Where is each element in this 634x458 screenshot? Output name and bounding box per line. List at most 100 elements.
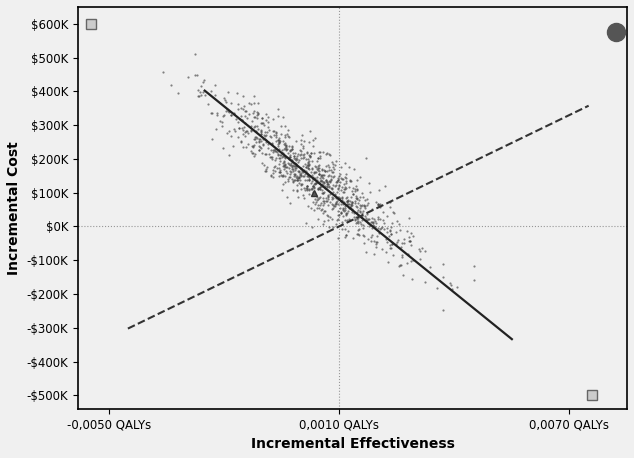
Point: [352, 203, 362, 210]
Point: [380, 235, 391, 243]
Point: [307, 158, 317, 165]
Point: [343, 228, 353, 235]
Point: [368, 218, 378, 225]
Point: [328, 182, 338, 189]
Point: [315, 154, 325, 162]
Point: [243, 129, 253, 136]
Point: [274, 161, 284, 168]
Point: [302, 184, 312, 191]
Point: [224, 108, 234, 115]
Point: [365, 189, 375, 196]
Point: [287, 163, 297, 170]
Point: [295, 147, 306, 155]
Point: [281, 164, 291, 171]
Point: [307, 165, 317, 173]
Point: [385, 227, 395, 234]
Point: [387, 223, 397, 230]
Point: [246, 122, 256, 130]
Point: [318, 171, 328, 178]
Point: [248, 143, 258, 151]
Point: [297, 162, 307, 169]
Point: [385, 203, 395, 211]
Point: [295, 176, 306, 184]
Point: [259, 162, 269, 169]
Point: [318, 202, 328, 209]
Point: [252, 108, 262, 115]
Point: [278, 137, 288, 144]
Point: [269, 146, 279, 153]
Point: [316, 189, 327, 196]
Point: [212, 111, 222, 119]
Point: [302, 183, 313, 190]
Point: [190, 51, 200, 58]
Point: [337, 220, 347, 228]
Point: [246, 147, 256, 155]
Point: [280, 123, 290, 130]
Point: [397, 240, 407, 247]
Point: [309, 149, 320, 157]
Point: [342, 198, 352, 205]
Point: [296, 180, 306, 188]
Point: [340, 174, 351, 181]
Point: [259, 167, 269, 174]
Point: [247, 150, 257, 157]
Point: [327, 185, 337, 192]
Point: [302, 183, 312, 190]
Point: [288, 168, 299, 175]
Point: [290, 159, 300, 166]
Point: [268, 166, 278, 173]
Point: [311, 198, 321, 205]
Point: [252, 110, 262, 118]
Point: [309, 169, 320, 177]
Point: [343, 207, 353, 215]
Point: [226, 111, 236, 118]
Point: [364, 222, 374, 229]
Point: [303, 165, 313, 172]
Point: [370, 239, 380, 246]
Point: [183, 73, 193, 81]
Point: [357, 202, 367, 209]
Point: [398, 271, 408, 278]
Point: [200, 92, 210, 99]
Point: [344, 183, 354, 190]
Point: [285, 173, 295, 180]
Point: [261, 151, 271, 158]
Point: [302, 169, 312, 176]
Point: [351, 213, 361, 220]
Point: [288, 186, 299, 193]
Point: [346, 177, 356, 184]
Point: [323, 202, 333, 209]
Point: [323, 192, 333, 200]
Point: [276, 187, 287, 194]
Point: [382, 213, 392, 220]
Point: [352, 176, 362, 184]
Point: [327, 195, 337, 202]
Point: [314, 204, 324, 211]
Point: [193, 87, 203, 94]
Point: [260, 136, 270, 143]
Point: [281, 169, 292, 176]
Point: [368, 219, 378, 226]
Point: [404, 214, 414, 221]
Point: [234, 124, 244, 131]
Point: [326, 185, 336, 192]
Point: [286, 168, 296, 175]
Point: [253, 99, 263, 106]
Point: [344, 204, 354, 212]
Point: [241, 127, 251, 134]
Point: [317, 178, 327, 185]
Point: [294, 180, 304, 187]
Point: [353, 226, 363, 233]
Point: [281, 146, 291, 153]
Point: [236, 104, 246, 111]
Point: [332, 179, 342, 186]
Point: [309, 189, 320, 196]
Point: [317, 166, 327, 174]
Point: [377, 224, 387, 232]
Point: [295, 165, 306, 172]
Point: [352, 216, 362, 223]
Point: [288, 162, 298, 169]
Point: [215, 117, 225, 125]
Point: [320, 182, 330, 190]
Point: [193, 92, 203, 99]
